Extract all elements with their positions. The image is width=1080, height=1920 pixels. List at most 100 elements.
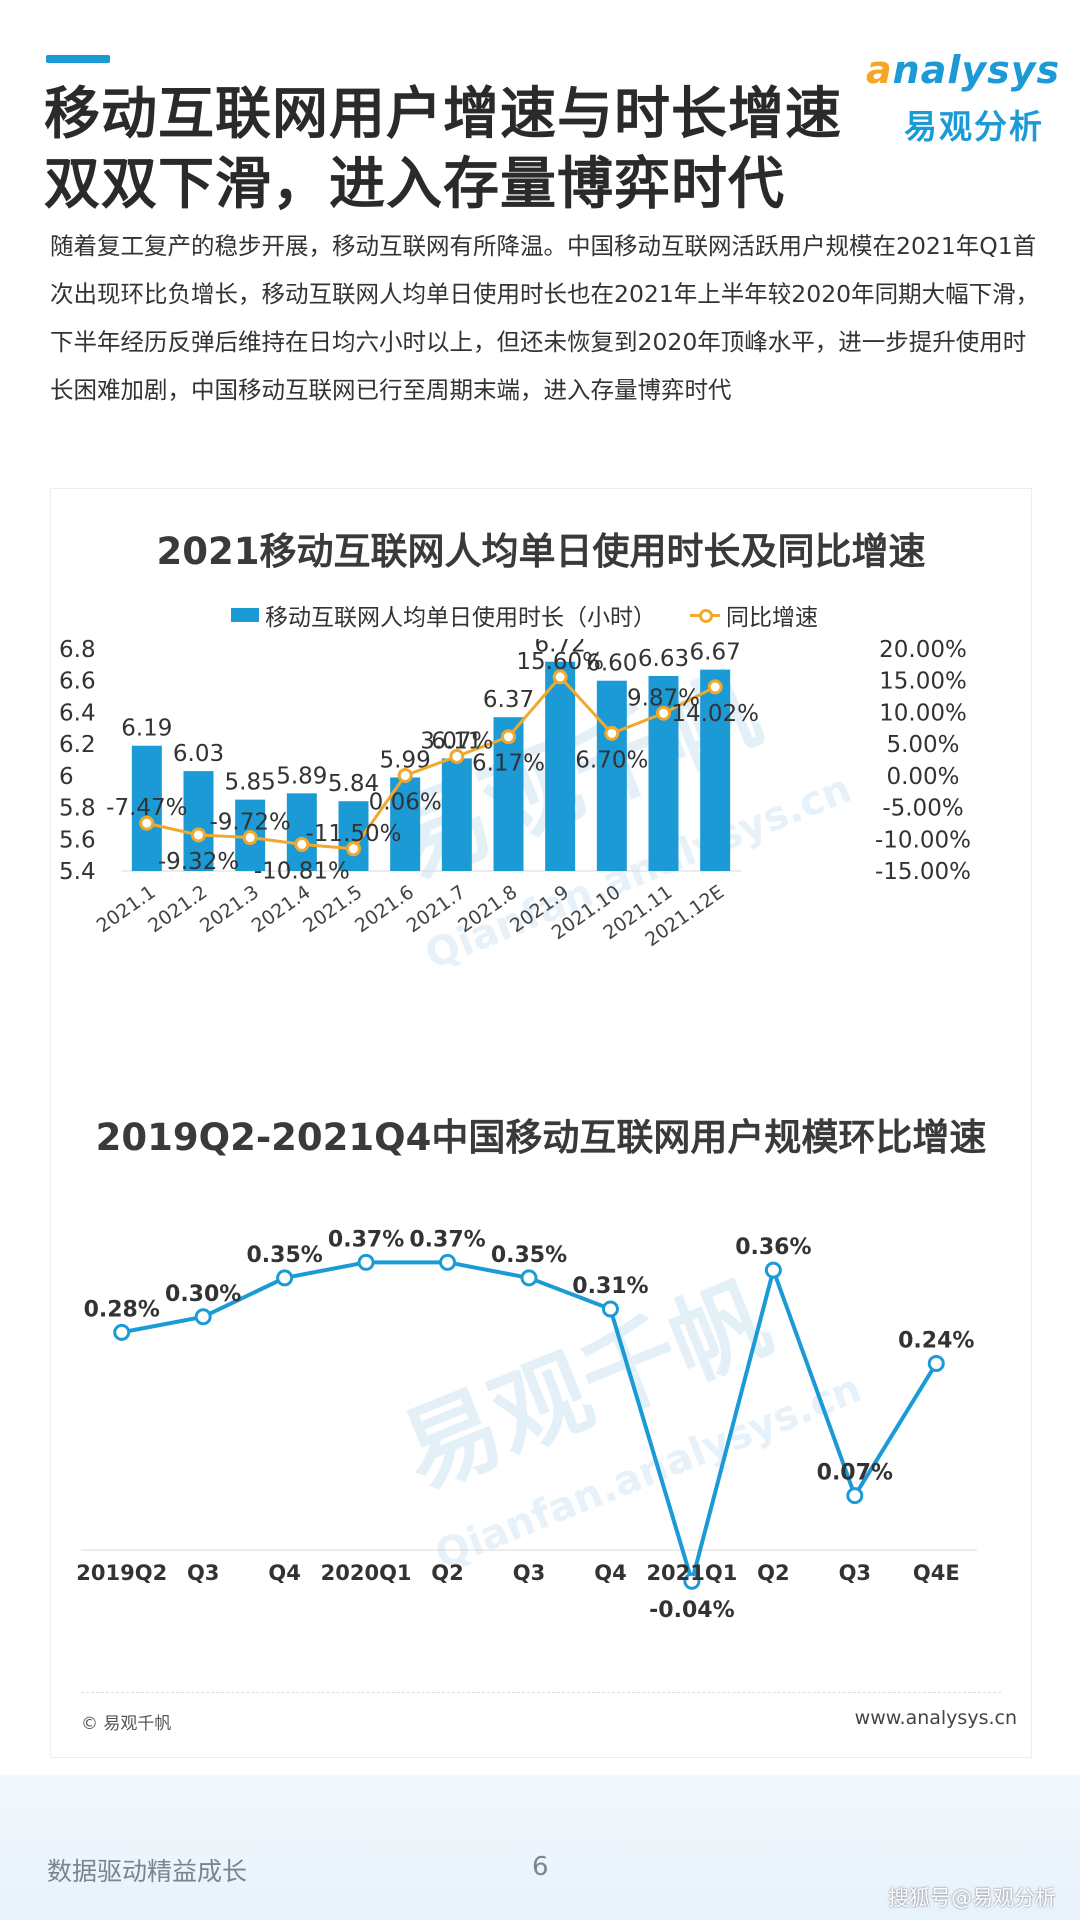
chart1-growth-label: 3.07% — [420, 728, 493, 754]
page-number: 6 — [532, 1852, 549, 1882]
chart2-x-tick: 2019Q2 — [76, 1561, 167, 1585]
chart1-bar — [441, 758, 472, 871]
logo-a-mark: a — [866, 48, 893, 92]
chart1-bar — [700, 669, 731, 871]
chart1-left-tick: 6.2 — [59, 732, 96, 758]
chart1-growth-point — [656, 705, 671, 721]
chart1-growth-point — [242, 830, 258, 846]
chart2-point — [520, 1269, 538, 1287]
charts-panel: 易观千帆 Qianfan.analysys.cn 易观千帆 Qianfan.an… — [50, 488, 1032, 1758]
chart1-growth-label: 0.06% — [369, 789, 442, 815]
chart2-point — [846, 1487, 864, 1505]
chart1-right-tick: 10.00% — [879, 700, 967, 726]
analysys-logo: analysys 易观分析 — [866, 48, 1062, 148]
chart2-x-tick: Q2 — [757, 1561, 789, 1585]
chart1-right-tick: -15.00% — [875, 859, 971, 885]
chart1-growth-point — [139, 815, 155, 831]
chart2-point-label: 0.24% — [898, 1328, 974, 1353]
chart1-bar — [390, 777, 421, 871]
chart1-x-tick: 2021.8 — [454, 881, 521, 937]
chart2-x-tick: Q4 — [594, 1561, 626, 1585]
legend-line-label: 同比增速 — [726, 605, 818, 631]
chart1-growth-line — [146, 674, 716, 851]
chart1-bar-label: 6.67 — [690, 640, 741, 666]
chart2-point-label: 0.37% — [409, 1227, 485, 1252]
chart1-growth-point — [552, 669, 568, 685]
chart1-growth-label: -7.47% — [106, 795, 187, 821]
chart1-growth-label: 14.02% — [671, 701, 759, 727]
legend-bar-label: 移动互联网人均单日使用时长（小时） — [265, 605, 656, 631]
chart2-point-label: 0.07% — [817, 1461, 893, 1486]
chart1-left-tick: 5.8 — [59, 796, 96, 822]
chart1-right-tick: 5.00% — [886, 732, 959, 758]
chart1-right-tick: 15.00% — [879, 669, 967, 695]
chart2-point — [927, 1354, 945, 1372]
source-credit: © 易观千帆 — [81, 1714, 172, 1734]
chart2-title: 2019Q2-2021Q4中国移动互联网用户规模环比增速 — [95, 1116, 987, 1159]
chart1-bar-label: 6.72 — [535, 639, 586, 658]
chart1-growth-point — [397, 767, 413, 783]
chart1-left-tick: 5.4 — [59, 859, 96, 885]
chart1-right-tick: -5.00% — [882, 796, 963, 822]
chart1-bar — [183, 771, 214, 871]
title-accent-bar — [46, 55, 110, 63]
chart2-x-tick: Q3 — [187, 1561, 219, 1585]
logo-subtitle: 易观分析 — [904, 107, 1044, 146]
chart1-left-tick: 6 — [59, 764, 74, 790]
chart1-growth-point — [604, 725, 620, 741]
legend-bar-swatch — [231, 608, 259, 622]
chart1-x-tick: 2021.2 — [144, 881, 211, 937]
chart2-point — [357, 1253, 375, 1271]
chart1-bar-label: 6.63 — [638, 646, 689, 672]
chart2-line-chart: 0.28%0.30%0.35%0.37% 0.37%0.35%0.31%-0.04… — [76, 1227, 977, 1623]
page-title: 移动互联网用户增速与时长增速双双下滑，进入存量博弈时代 — [44, 82, 842, 217]
chart1-bar — [286, 793, 317, 871]
chart1-bar-label: 5.84 — [328, 771, 379, 797]
footer-band — [0, 1775, 1080, 1920]
footer-slogan: 数据驱动精益成长 — [47, 1857, 248, 1886]
chart1-growth-point — [707, 679, 723, 695]
chart2-point — [439, 1253, 457, 1271]
chart1-growth-label: -11.50% — [306, 821, 402, 847]
chart1-bar-label: 6.37 — [483, 687, 534, 713]
chart2-x-tick: Q4E — [913, 1561, 960, 1585]
chart1-x-tick: 2021.7 — [403, 881, 470, 937]
chart1-growth-point — [191, 827, 206, 843]
chart2-point-label: 0.36% — [735, 1235, 811, 1260]
chart1-left-tick: 6.8 — [59, 639, 96, 663]
chart1-growth-point — [449, 748, 465, 764]
chart1-growth-point — [346, 841, 361, 857]
logo-wordmark: nalysys — [892, 48, 1061, 92]
chart1-left-tick: 6.4 — [59, 700, 96, 726]
chart1-bar — [596, 680, 627, 871]
legend-line-swatch — [690, 608, 720, 623]
chart1-bar — [131, 745, 162, 871]
intro-paragraph: 随着复工复产的稳步开展，移动互联网有所降温。中国移动互联网活跃用户规模在2021… — [50, 232, 1040, 404]
chart1-x-tick: 2021.6 — [351, 881, 418, 937]
chart1-x-tick: 2021.1 — [93, 881, 160, 937]
chart2-point — [113, 1323, 131, 1341]
chart1-growth-label: -10.81% — [254, 858, 350, 884]
chart2-point-label: 0.28% — [84, 1297, 160, 1322]
chart1-bar-label: 6.19 — [121, 716, 172, 742]
chart1-bar-line-chart: 6.8 6.6 6.4 6.2 6 5.8 5.6 5.4 20.00% 15.00% 10.00%… — [59, 639, 971, 951]
chart2-x-tick: 2021Q1 — [646, 1561, 737, 1585]
chart2-x-tick: Q3 — [513, 1561, 545, 1585]
chart2-point — [764, 1261, 782, 1279]
chart1-bar-label: 6.60 — [586, 651, 637, 677]
chart1-left-tick: 5.6 — [59, 827, 96, 853]
chart1-growth-label: 6.70% — [575, 747, 648, 773]
chart1-right-tick: 0.00% — [886, 764, 959, 790]
chart1-growth-label: -9.72% — [209, 810, 290, 836]
chart2-point-label: 0.30% — [165, 1282, 241, 1307]
site-url: www.analysys.cn — [854, 1707, 1017, 1729]
chart1-bar-label: 5.85 — [225, 770, 276, 796]
chart2-point — [276, 1269, 294, 1287]
chart1-bar-label: 5.89 — [276, 763, 327, 789]
chart2-x-tick: Q4 — [268, 1561, 300, 1585]
chart2-point-label: 0.35% — [246, 1243, 322, 1268]
chart2-point — [194, 1308, 212, 1326]
chart2-growth-line — [121, 1260, 938, 1589]
chart2-x-tick: Q3 — [839, 1561, 871, 1585]
chart1-title: 2021移动互联网人均单日使用时长及同比增速 — [156, 530, 926, 573]
